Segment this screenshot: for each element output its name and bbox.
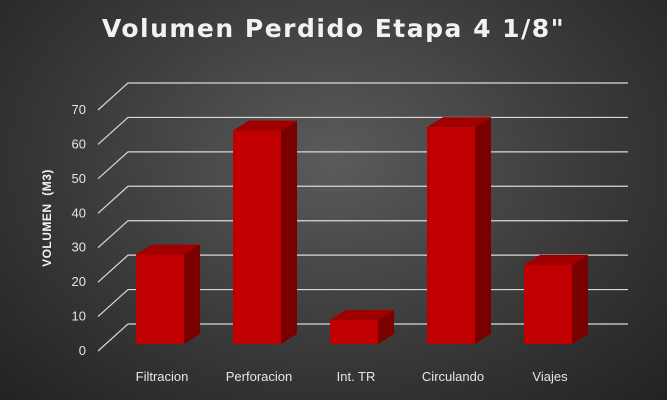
bar-side (281, 120, 297, 345)
bar-side (378, 309, 394, 344)
y-tick-label: 0 (79, 343, 86, 358)
y-tick-label: 20 (72, 274, 86, 289)
x-tick-label: Perforacion (226, 369, 292, 384)
bar-side (572, 254, 588, 344)
y-tick-label: 60 (72, 136, 86, 151)
x-tick-label: Int. TR (337, 369, 376, 384)
chart-title: Volumen Perdido Etapa 4 1/8" (101, 14, 566, 43)
bar-top (427, 117, 491, 128)
x-tick-label: Circulando (422, 369, 484, 384)
bar (427, 127, 475, 344)
bar (330, 319, 378, 344)
y-tick-label: 70 (72, 102, 86, 117)
bar-top (136, 244, 200, 255)
x-tick-label: Viajes (532, 369, 568, 384)
bar-top (233, 120, 297, 131)
x-tick-label: Filtracion (136, 369, 189, 384)
gridline (97, 151, 628, 180)
gridline (97, 220, 628, 249)
y-tick-label: 30 (72, 240, 86, 255)
y-tick-label: 50 (72, 171, 86, 186)
bar (233, 130, 281, 344)
gridline (97, 116, 628, 145)
bar-top (524, 254, 588, 265)
bar-top (330, 309, 394, 320)
gridline (97, 82, 628, 111)
y-tick-label: 40 (72, 205, 86, 220)
bar (136, 254, 184, 344)
bar-side (475, 117, 491, 344)
bar-side (184, 244, 200, 344)
bar (524, 264, 572, 344)
gridline (97, 185, 628, 214)
y-tick-label: 10 (72, 309, 86, 324)
